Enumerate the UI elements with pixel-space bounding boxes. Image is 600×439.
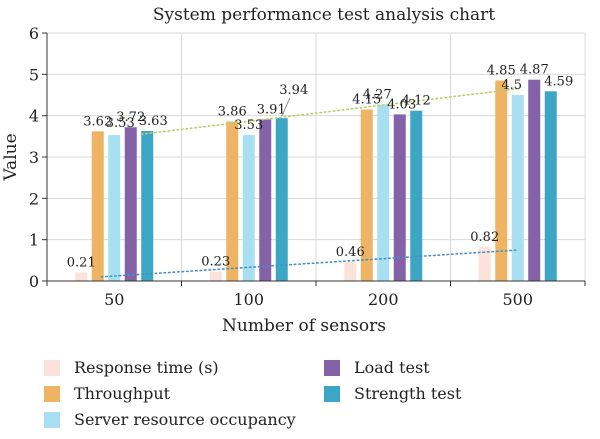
bar-1-0 bbox=[91, 131, 104, 281]
legend-swatch-strength-test bbox=[324, 385, 340, 402]
y-tick-label: 5 bbox=[29, 65, 39, 84]
legend-item-strength-test: Strength test bbox=[324, 384, 461, 403]
data-label-3-2: 4.03 bbox=[387, 97, 416, 112]
x-tick-label: 50 bbox=[104, 290, 124, 309]
data-label-3-0: 3.72 bbox=[116, 110, 145, 125]
legend-swatch-throughput bbox=[44, 385, 60, 402]
legend-item-throughput: Throughput bbox=[44, 384, 170, 403]
bar-3-1 bbox=[259, 119, 272, 282]
x-tick-label: 100 bbox=[233, 290, 264, 309]
bar-3-0 bbox=[124, 127, 137, 282]
bar-4-3 bbox=[544, 91, 557, 281]
data-label-2-0: 3.53 bbox=[106, 116, 135, 131]
legend-label-response-time: Response time (s) bbox=[74, 358, 219, 377]
y-tick-label: 2 bbox=[29, 189, 39, 208]
bar-0-1 bbox=[209, 271, 222, 281]
y-tick-label: 4 bbox=[29, 107, 39, 126]
data-label-4-2: 4.12 bbox=[402, 94, 431, 109]
bar-0-3 bbox=[478, 247, 491, 281]
data-label-4-3: 4.59 bbox=[544, 74, 573, 89]
axes-group: 0 1 2 3 4 5 6 50 100 200 500 bbox=[29, 24, 586, 309]
bar-3-2 bbox=[393, 114, 406, 281]
data-label-1-3: 4.85 bbox=[487, 64, 516, 79]
bar-1-1 bbox=[226, 121, 239, 281]
legend: Response time (s) Throughput Server reso… bbox=[0, 352, 600, 439]
y-tick-label: 1 bbox=[29, 231, 39, 250]
data-label-0-3: 0.82 bbox=[470, 230, 499, 245]
data-label-0-1: 0.23 bbox=[201, 254, 230, 269]
bar-4-1 bbox=[275, 118, 288, 281]
y-axis-label: Value bbox=[1, 133, 21, 181]
x-axis-label: Number of sensors bbox=[222, 316, 386, 336]
data-label-4-1: 3.94 bbox=[279, 83, 308, 98]
data-label-3-1: 3.91 bbox=[257, 102, 286, 117]
bar-2-2 bbox=[377, 104, 390, 281]
legend-item-server-resource: Server resource occupancy bbox=[44, 410, 296, 429]
y-tick-label: 3 bbox=[29, 148, 39, 167]
leader-line bbox=[281, 97, 291, 117]
legend-label-strength-test: Strength test bbox=[354, 384, 462, 403]
data-label-2-1: 3.53 bbox=[234, 118, 263, 133]
data-label-4-0: 3.63 bbox=[139, 114, 168, 129]
legend-item-load-test: Load test bbox=[324, 358, 430, 377]
data-label-1-0: 3.62 bbox=[83, 114, 112, 129]
trendlines-group bbox=[100, 88, 519, 278]
legend-label-load-test: Load test bbox=[354, 358, 430, 377]
bar-1-3 bbox=[495, 80, 508, 282]
data-labels-group: 0.21 0.23 0.46 0.82 3.62 3.86 4.15 4.85 3.53 3.53… bbox=[67, 63, 573, 271]
data-label-1-1: 3.86 bbox=[218, 104, 247, 119]
bar-2-1 bbox=[242, 135, 255, 281]
legend-label-server-resource: Server resource occupancy bbox=[74, 410, 296, 429]
chart-title: System performance test analysis chart bbox=[153, 5, 495, 25]
data-label-1-2: 4.15 bbox=[352, 92, 381, 107]
bar-3-3 bbox=[528, 79, 541, 281]
bars-group bbox=[75, 79, 557, 282]
trendline-0 bbox=[100, 249, 519, 278]
x-tick-label: 500 bbox=[502, 290, 533, 309]
legend-swatch-server-resource bbox=[44, 411, 60, 428]
legend-label-throughput: Throughput bbox=[74, 384, 171, 403]
legend-swatch-response-time bbox=[44, 359, 60, 376]
bar-0-2 bbox=[344, 261, 357, 281]
data-label-2-3: 4.5 bbox=[501, 78, 522, 93]
legend-swatch-load-test bbox=[324, 359, 340, 376]
legend-item-response-time: Response time (s) bbox=[44, 358, 219, 377]
x-tick-label: 200 bbox=[368, 290, 399, 309]
y-tick-label: 6 bbox=[29, 24, 39, 43]
data-label-3-3: 4.87 bbox=[520, 63, 549, 78]
bar-4-0 bbox=[141, 130, 154, 281]
bar-4-2 bbox=[410, 110, 423, 281]
data-label-0-0: 0.21 bbox=[67, 255, 96, 270]
bar-0-0 bbox=[75, 272, 88, 281]
bar-2-3 bbox=[511, 95, 524, 281]
bar-2-0 bbox=[108, 135, 121, 281]
data-label-2-2: 4.27 bbox=[363, 88, 392, 103]
data-label-0-2: 0.46 bbox=[336, 245, 365, 260]
trendline-1 bbox=[140, 88, 519, 136]
bar-1-2 bbox=[360, 109, 373, 281]
y-tick-label: 0 bbox=[29, 272, 39, 291]
